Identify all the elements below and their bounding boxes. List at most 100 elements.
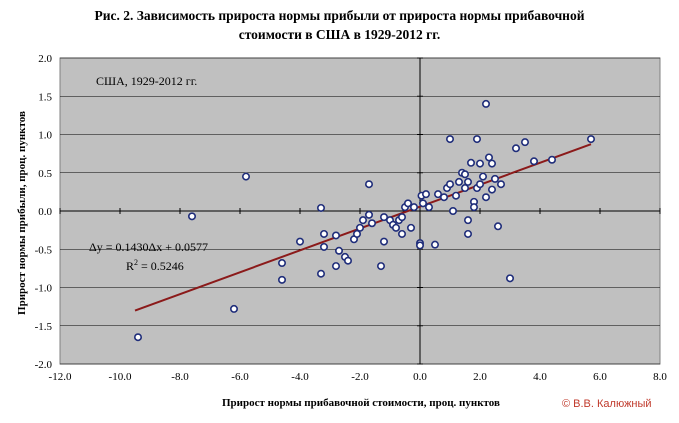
x-tick-label-5: -2.0 [351,371,369,383]
data-point-6 [295,237,304,246]
x-tick-label-1: -10.0 [109,371,132,383]
data-point-46 [445,135,454,144]
data-point-35 [409,203,418,212]
data-point-44 [439,193,448,202]
data-point-17 [352,229,361,238]
y-tick-label-0: -2.0 [35,359,53,371]
data-point-53 [460,184,469,193]
data-point-54 [463,229,472,238]
data-point-2 [230,304,239,313]
data-point-72 [496,180,505,189]
data-point-73 [505,274,514,283]
data-point-57 [466,158,475,167]
tick-labels: -12.0 -10.0 -8.0 -6.0 -4.0 -2.0 0.0 2.0 4.0 6.0 8.… [35,53,668,383]
data-point-48 [448,207,457,216]
y-tick-label-2: -1.0 [35,283,53,295]
data-point-74 [511,144,520,153]
y-tick-label-1: -1.5 [35,321,53,333]
x-tick-label-6: 0.0 [413,371,427,383]
data-point-18 [355,223,364,232]
y-axis-label: Прирост нормы прибыли, проц. пунктов [16,111,28,315]
data-point-1 [188,212,197,221]
data-point-8 [316,269,325,278]
data-point-37 [415,241,424,250]
data-point-67 [484,153,493,162]
r-squared-superscript: 2 [134,258,138,267]
data-point-12 [331,262,340,271]
data-point-41 [424,203,433,212]
r-squared-label: R2 = 0.5246 [126,258,184,273]
data-point-71 [493,222,502,231]
data-point-23 [376,262,385,271]
data-point-34 [406,223,415,232]
y-tick-label-4: 0.0 [38,206,52,218]
data-point-56 [463,177,472,186]
data-point-63 [475,180,484,189]
y-tick-label-3: -0.5 [35,244,53,256]
data-point-11 [331,231,340,240]
data-point-3 [242,172,251,181]
data-point-47 [445,180,454,189]
data-point-25 [379,213,388,222]
x-tick-label-10: 8.0 [653,371,667,383]
data-point-7 [316,203,325,212]
regression-equation: Δy = 0.1430Δx + 0.0577 [89,240,208,254]
y-tick-label-5: 0.5 [38,168,52,180]
x-tick-label-9: 6.0 [593,371,607,383]
data-point-50 [454,177,463,186]
data-point-4 [277,259,286,268]
data-point-40 [421,190,430,199]
data-point-59 [469,203,478,212]
data-point-70 [490,174,499,183]
data-point-62 [475,159,484,168]
chart-title-line-2: стоимости в США в 1929-2012 гг. [238,27,441,42]
data-point-69 [487,185,496,194]
data-point-65 [481,99,490,108]
x-tick-label-0: -12.0 [49,371,72,383]
data-point-30 [397,213,406,222]
x-tick-label-2: -8.0 [171,371,189,383]
x-axis-label: Прирост нормы прибавочной стоимости, про… [222,397,500,409]
data-points [134,99,595,342]
data-point-55 [463,216,472,225]
data-point-22 [367,219,376,228]
data-point-76 [529,157,538,166]
y-tick-label-8: 2.0 [38,53,52,65]
data-point-19 [358,216,367,225]
data-point-10 [319,242,328,251]
chart-title-line-1: Рис. 2. Зависимость прироста нормы прибы… [94,8,585,23]
data-point-60 [472,135,481,144]
data-point-20 [364,180,373,189]
data-point-15 [343,256,352,265]
data-point-0 [134,333,143,342]
r-squared-r: R [126,259,134,273]
x-tick-label-4: -4.0 [291,371,309,383]
data-point-21 [364,210,373,219]
data-point-5 [277,275,286,284]
data-point-33 [403,199,412,208]
y-tick-label-7: 1.5 [38,91,52,103]
data-point-66 [481,193,490,202]
y-tick-label-6: 1.0 [38,130,52,142]
data-point-64 [478,172,487,181]
data-point-39 [418,199,427,208]
x-tick-label-8: 4.0 [533,371,547,383]
x-tick-label-3: -6.0 [231,371,249,383]
data-point-9 [319,229,328,238]
copyright-text: © В.В. Калюжный [562,398,652,410]
data-point-31 [397,229,406,238]
data-point-13 [334,246,343,255]
data-point-43 [433,190,442,199]
data-point-42 [430,240,439,249]
data-point-49 [451,191,460,200]
data-point-77 [547,155,556,164]
x-tick-label-7: 2.0 [473,371,487,383]
chart-title: Рис. 2. Зависимость прироста нормы прибы… [0,6,679,44]
data-point-28 [391,223,400,232]
data-point-24 [379,237,388,246]
axes [59,57,661,365]
inner-label: США, 1929-2012 гг. [96,74,197,88]
data-point-68 [487,159,496,168]
data-point-78 [586,135,595,144]
